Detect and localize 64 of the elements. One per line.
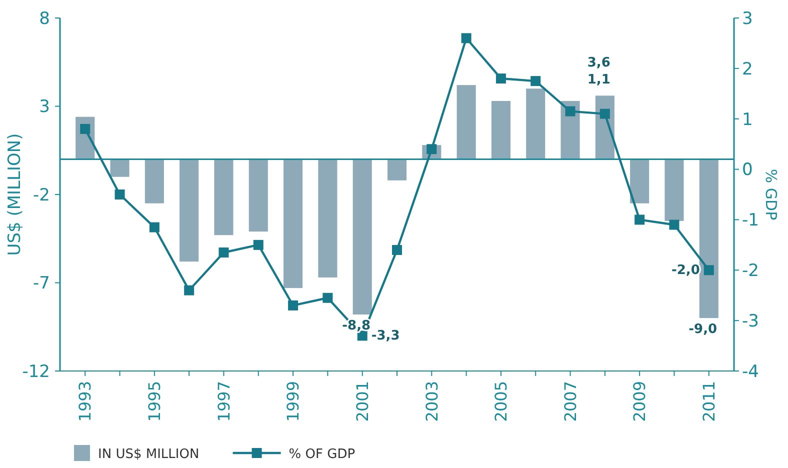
y-tick-label: -7 <box>33 274 50 294</box>
data-label: -2,0 <box>671 263 700 278</box>
y2-axis-title: % GDP <box>762 168 780 220</box>
data-label: -3,3 <box>371 328 400 344</box>
y2-tick-label: -1 <box>742 210 759 231</box>
y2-tick-label: 0 <box>742 160 753 180</box>
bar <box>664 159 684 221</box>
bar <box>248 159 268 232</box>
point <box>253 240 264 250</box>
point <box>461 33 472 44</box>
x-tick-label: 1993 <box>76 381 95 422</box>
point <box>565 106 576 116</box>
bar <box>526 88 546 160</box>
point <box>80 124 90 134</box>
x-tick-label: 2005 <box>492 381 511 422</box>
point <box>218 247 229 258</box>
bar <box>284 159 303 288</box>
point <box>149 222 160 232</box>
y2-tick-label: 3 <box>742 8 753 29</box>
point <box>114 190 125 200</box>
x-tick-label: 1995 <box>145 381 164 422</box>
bar <box>630 159 650 204</box>
bar <box>491 100 510 160</box>
legend-label: % OF GDP <box>288 447 356 462</box>
data-label: 3,6 <box>587 56 610 71</box>
data-label: -9,0 <box>688 322 718 338</box>
x-tick-label: 2003 <box>422 381 442 422</box>
point <box>322 292 333 303</box>
y2-tick-label: -3 <box>742 312 759 332</box>
bar <box>387 159 407 180</box>
x-tick-label: 2009 <box>630 381 650 422</box>
bar <box>352 159 372 315</box>
point <box>288 300 298 310</box>
y2-tick-label: 1 <box>742 110 753 130</box>
y-tick-label: 3 <box>39 97 50 118</box>
y-axis-title: US$ (MILLION) <box>5 133 25 256</box>
x-tick-label: 2001 <box>352 381 372 422</box>
x-tick-label: 1997 <box>214 381 234 422</box>
bar <box>699 159 718 318</box>
bar <box>214 159 234 236</box>
bar <box>180 159 199 262</box>
y-tick-label: 8 <box>39 8 50 29</box>
point <box>184 285 194 296</box>
point <box>530 76 541 86</box>
bar <box>456 85 476 160</box>
x-tick-label: 2007 <box>560 381 580 422</box>
y-tick-label: -2 <box>33 185 50 206</box>
data-label: 1,1 <box>587 72 610 88</box>
y-tick-label: -12 <box>22 362 50 382</box>
point <box>600 108 610 119</box>
bar <box>318 159 338 278</box>
bar <box>144 159 164 204</box>
legend-label: IN US$ MILLION <box>98 447 200 462</box>
bar <box>110 159 130 177</box>
x-tick-label: 2011 <box>699 381 718 422</box>
point <box>634 214 645 225</box>
point <box>669 220 680 230</box>
y2-tick-label: -4 <box>742 362 759 382</box>
y2-tick-label: 2 <box>742 59 753 80</box>
point <box>496 74 506 84</box>
point <box>392 244 402 255</box>
y2-tick-label: -2 <box>742 261 759 282</box>
point <box>704 265 714 276</box>
x-tick-label: 1999 <box>284 381 303 422</box>
